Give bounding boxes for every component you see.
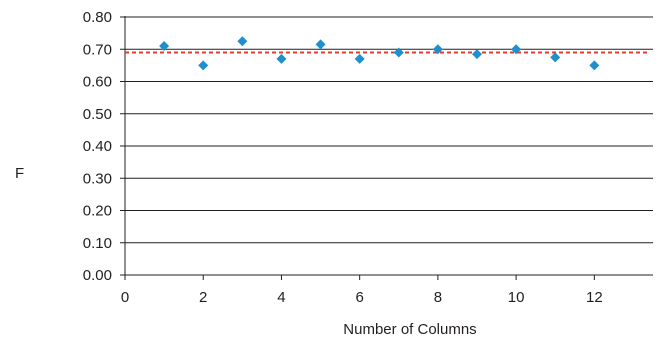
x-tick-label: 4: [277, 289, 285, 306]
y-tick-label: 0.50: [83, 106, 112, 123]
y-tick-label: 0.60: [83, 74, 112, 91]
data-point: [159, 41, 170, 52]
data-point: [276, 53, 287, 64]
data-point: [315, 39, 326, 50]
x-tick-label: 6: [355, 289, 363, 306]
y-tick-label: 0.30: [83, 170, 112, 187]
x-axis-label: Number of Columns: [343, 321, 476, 338]
x-tick-label: 2: [199, 289, 207, 306]
data-point: [472, 49, 482, 60]
data-point: [354, 53, 365, 64]
x-tick-label: 12: [586, 289, 603, 306]
y-tick-label: 0.80: [83, 9, 112, 26]
y-tick-label: 0.10: [83, 235, 112, 252]
data-point: [198, 60, 209, 71]
y-tick-label: 0.40: [83, 138, 112, 155]
x-tick-label: 8: [434, 289, 442, 306]
data-points: [159, 36, 600, 71]
x-tick-labels: 0 2 4 6 8 10 12: [121, 289, 603, 306]
y-axis-label: F: [15, 165, 24, 182]
x-tick-label: 0: [121, 289, 129, 306]
data-point: [432, 44, 443, 55]
data-point: [237, 36, 248, 47]
y-tick-label: 0.20: [83, 203, 112, 220]
grid-lines: [125, 16, 653, 244]
y-tick-labels: 0.00 0.10 0.20 0.30 0.40 0.50 0.60 0.70 0.80: [83, 9, 112, 284]
data-point: [589, 60, 600, 71]
data-point: [393, 47, 404, 58]
axes: [120, 16, 653, 280]
data-point: [550, 52, 561, 63]
y-tick-label: 0.00: [83, 267, 112, 284]
y-tick-label: 0.70: [83, 41, 112, 58]
data-point: [511, 44, 522, 55]
x-tick-label: 10: [508, 289, 525, 306]
